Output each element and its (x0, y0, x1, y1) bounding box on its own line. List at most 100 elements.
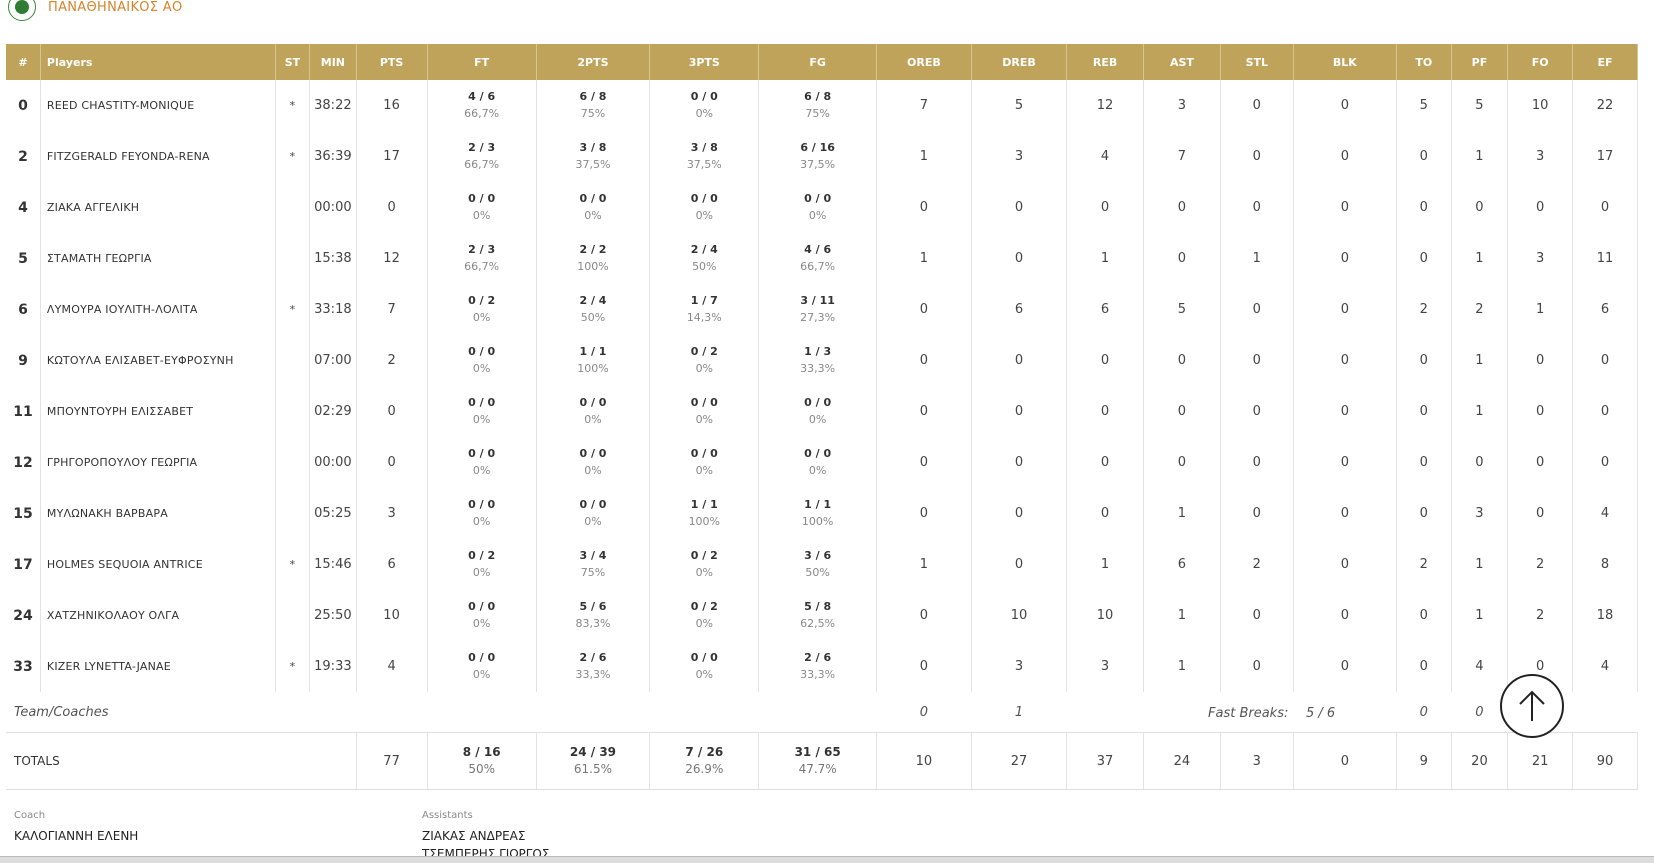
cell-min: 15:46 (309, 539, 357, 590)
cell-to: 5 (1396, 80, 1452, 131)
totals-3pts: 7 / 26 (685, 745, 724, 759)
cell-p2-pct: 100% (577, 361, 609, 375)
cell-p3-pct: 0% (695, 412, 714, 426)
table-row: 5 ΣΤΑΜΑΤΗ ΓΕΩΡΓΙΑ 15:38 12 2 / 3 66,7% 2 / 2 10… (6, 233, 1638, 284)
cell-ft-pct: 66,7% (464, 259, 500, 273)
table-row: 2 FITZGERALD FEYONDA-RENA * 36:39 17 2 / 3 66,… (6, 131, 1638, 182)
cell-pts: 6 (356, 539, 428, 590)
cell-p2-pct: 0% (584, 412, 602, 426)
cell-p2-pct: 0% (584, 463, 602, 477)
cell-blk: 0 (1293, 284, 1397, 335)
cell-to: 0 (1396, 386, 1452, 437)
totals-stl: 3 (1220, 732, 1294, 790)
cell-name: ΓΡΗΓΟΡΟΠΟΥΛΟΥ ΓΕΩΡΓΙΑ (40, 437, 276, 488)
box-score-table: # Players ST MIN PTS FT 2PTS 3PTS FG ORE… (6, 44, 1638, 790)
cell-name: KIZER LYNETTA-JANAE (40, 641, 276, 692)
col-header-reb: REB (1066, 44, 1144, 80)
cell-blk: 0 (1293, 182, 1397, 233)
horizontal-scrollbar[interactable] (0, 856, 1654, 863)
cell-fg-pct: 27,3% (800, 310, 836, 324)
cell-st: * (275, 641, 311, 692)
cell-p2: 6 / 8 (579, 89, 607, 103)
cell-ft: 0 / 0 (468, 191, 496, 205)
cell-fg-pct: 75% (805, 106, 830, 120)
cell-p3: 0 / 2 (690, 344, 718, 358)
totals-ef: 90 (1572, 732, 1638, 790)
cell-num: 2 (6, 131, 41, 182)
cell-fo: 0 (1507, 488, 1574, 539)
cell-ft-pct: 0% (472, 208, 491, 222)
cell-pf: 1 (1451, 386, 1509, 437)
table-row: 15 ΜΥΛΩΝΑΚΗ ΒΑΡΒΑΡΑ 05:25 3 0 / 0 0% 0 / 0 0% 1 … (6, 488, 1638, 539)
cell-p3-pct: 0% (695, 565, 714, 579)
cell-stl: 0 (1220, 131, 1294, 182)
cell-blk: 0 (1293, 386, 1397, 437)
cell-pts: 10 (356, 590, 428, 641)
cell-ast: 0 (1143, 386, 1221, 437)
cell-oreb: 0 (876, 488, 972, 539)
coach-label: Coach (14, 810, 46, 821)
cell-p2-pct: 37,5% (575, 157, 611, 171)
cell-fg-pct: 37,5% (800, 157, 836, 171)
team-coaches-row: Team/Coaches 0 1 0 0 (6, 692, 1638, 733)
cell-num: 15 (6, 488, 41, 539)
totals-fo: 21 (1507, 732, 1574, 790)
cell-num: 17 (6, 539, 41, 590)
cell-p3: 3 / 8 (690, 140, 718, 154)
cell-oreb: 0 (876, 335, 972, 386)
cell-oreb: 7 (876, 80, 972, 131)
cell-fg-pct: 50% (805, 565, 830, 579)
cell-ft-pct: 66,7% (464, 157, 500, 171)
cell-p2: 0 / 0 (579, 395, 607, 409)
col-header-ft: FT (427, 44, 537, 80)
cell-ef: 4 (1572, 641, 1638, 692)
col-header-min: MIN (309, 44, 357, 80)
cell-st (275, 590, 311, 641)
cell-to: 2 (1396, 539, 1452, 590)
cell-min: 05:25 (309, 488, 357, 539)
cell-pf: 0 (1451, 182, 1509, 233)
cell-dreb: 0 (971, 182, 1068, 233)
cell-dreb: 0 (971, 488, 1068, 539)
cell-ef: 6 (1572, 284, 1638, 335)
cell-reb: 0 (1066, 182, 1144, 233)
col-header-num: # (6, 44, 41, 80)
cell-fg-pct: 62,5% (800, 616, 836, 630)
cell-to: 0 (1396, 488, 1452, 539)
cell-ft: 0 / 0 (468, 650, 496, 664)
cell-p2-pct: 0% (584, 514, 602, 528)
cell-blk: 0 (1293, 539, 1397, 590)
cell-fo: 3 (1507, 233, 1574, 284)
totals-pts: 77 (356, 732, 428, 790)
cell-ast: 1 (1143, 590, 1221, 641)
team-pf: 0 (1475, 704, 1484, 720)
cell-oreb: 1 (876, 233, 972, 284)
cell-pts: 17 (356, 131, 428, 182)
cell-ast: 0 (1143, 182, 1221, 233)
cell-ft: 2 / 3 (468, 140, 496, 154)
cell-fo: 0 (1507, 182, 1574, 233)
cell-ast: 1 (1143, 488, 1221, 539)
cell-fg-pct: 0% (808, 208, 827, 222)
cell-name: ΜΠΟΥΝΤΟΥΡΗ ΕΛΙΣΣΑΒΕΤ (40, 386, 276, 437)
cell-pf: 1 (1451, 233, 1509, 284)
table-row: 6 ΛΥΜΟΥΡΑ ΙΟΥΛΙΤΗ-ΛΟΛΙΤΑ * 33:18 7 0 / 2 0% 2 /… (6, 284, 1638, 335)
cell-p3: 0 / 0 (690, 650, 718, 664)
cell-to: 2 (1396, 284, 1452, 335)
cell-num: 11 (6, 386, 41, 437)
cell-pf: 1 (1451, 539, 1509, 590)
cell-p3-pct: 50% (692, 259, 717, 273)
cell-min: 07:00 (309, 335, 357, 386)
totals-ft: 8 / 16 (462, 745, 501, 759)
scroll-to-top-button[interactable] (1500, 674, 1564, 738)
cell-ft-pct: 0% (472, 361, 491, 375)
cell-ast: 5 (1143, 284, 1221, 335)
cell-pf: 3 (1451, 488, 1509, 539)
cell-ft: 0 / 0 (468, 599, 496, 613)
cell-p2: 0 / 0 (579, 497, 607, 511)
cell-dreb: 5 (971, 80, 1068, 131)
cell-p3: 2 / 4 (690, 242, 718, 256)
cell-reb: 12 (1066, 80, 1144, 131)
totals-blk: 0 (1293, 732, 1397, 790)
cell-stl: 0 (1220, 641, 1294, 692)
